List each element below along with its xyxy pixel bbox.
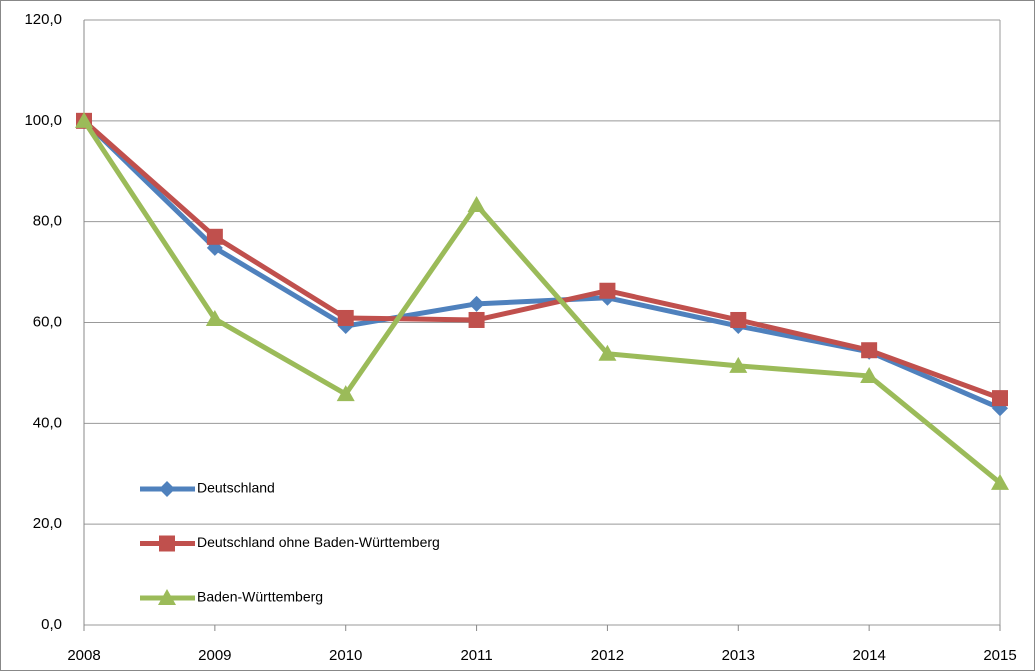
series-line: [81, 119, 1002, 485]
x-tick-label: 2015: [983, 647, 1016, 664]
series-line: [82, 118, 1001, 401]
data-point: [861, 342, 878, 359]
legend-label: Baden-Württemberg: [197, 589, 323, 605]
y-tick-label: 40,0: [33, 414, 62, 431]
x-tick-label: 2010: [329, 647, 362, 664]
data-point: [599, 282, 616, 299]
x-tick-label: 2013: [722, 647, 755, 664]
y-tick-label: 0,0: [41, 616, 62, 633]
legend-marker: [159, 535, 175, 552]
data-point: [729, 356, 748, 373]
y-tick-label: 80,0: [33, 213, 62, 230]
legend-label: Deutschland ohne Baden-Württemberg: [197, 534, 440, 550]
legend-label: Deutschland: [197, 480, 275, 496]
legend-marker: [159, 481, 175, 497]
legend-marker: [158, 589, 176, 605]
data-point: [468, 295, 485, 312]
data-point: [468, 311, 485, 328]
data-point: [991, 473, 1009, 490]
data-point: [730, 311, 747, 328]
x-tick-label: 2014: [852, 647, 885, 664]
data-point: [992, 390, 1008, 407]
x-tick-label: 2009: [198, 647, 231, 664]
data-point: [337, 309, 354, 326]
data-point: [467, 196, 486, 213]
x-tick-label: 2011: [460, 647, 492, 664]
data-point: [205, 309, 224, 326]
x-tick-label: 2008: [67, 647, 100, 664]
y-tick-label: 60,0: [33, 313, 62, 330]
x-tick-label: 2012: [591, 647, 624, 664]
data-point: [336, 385, 355, 402]
data-point: [598, 344, 617, 361]
y-tick-label: 120,0: [24, 11, 62, 28]
y-tick-label: 100,0: [24, 112, 62, 129]
data-point: [75, 111, 93, 128]
y-tick-label: 20,0: [33, 515, 62, 532]
data-point: [860, 366, 879, 383]
data-point: [206, 228, 223, 245]
